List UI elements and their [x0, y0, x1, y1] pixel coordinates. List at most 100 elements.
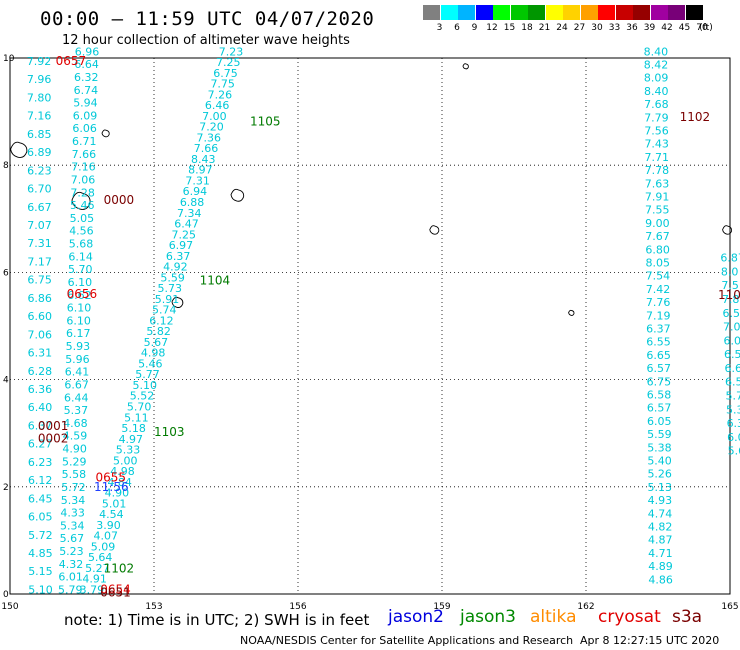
lat-tick-label: 4 [3, 376, 9, 386]
swh-value-west-b: 6.09 [73, 109, 98, 122]
swh-value-west-b: 6.74 [74, 84, 99, 97]
swh-value-east-edge: 6.32 [727, 417, 740, 430]
swh-value-east: 4.93 [648, 494, 673, 507]
swh-value-east: 8.40 [644, 85, 669, 98]
swh-value-west-b: 6.01 [58, 571, 83, 584]
legend-label: 9 [471, 23, 478, 33]
satellite-jason3: jason3 [460, 607, 516, 627]
swh-value-mid: 5.77 [135, 368, 160, 381]
swh-value-mid: 7.36 [197, 131, 222, 144]
swh-value-mid: 6.75 [213, 67, 238, 80]
legend-label: 18 [521, 23, 533, 33]
map-frame [9, 57, 731, 595]
legend-label: 24 [556, 23, 568, 33]
legend-label: 70 [696, 23, 708, 33]
swh-value-west-a: 6.45 [28, 492, 52, 505]
swh-value-mid: 5.33 [116, 444, 140, 457]
altimeter-map: 150 153 156 159 162 165 0 2 4 6 8 10 7.92 7.96 7.80 7.1… [1, 45, 740, 610]
swh-value-east: 6.58 [647, 388, 672, 401]
swh-value-west-a: 6.40 [28, 401, 52, 414]
swh-value-west-a: 7.31 [27, 237, 52, 250]
swh-value-east: 6.80 [645, 243, 670, 256]
island-outline [71, 191, 91, 210]
swh-value-east: 5.40 [647, 454, 672, 467]
swh-value-mid: 7.20 [199, 121, 224, 134]
swh-value-mid: 4.07 [94, 530, 119, 543]
swh-value-west-a: 6.12 [28, 474, 53, 487]
legend-label: 12 [486, 23, 498, 33]
lon-tick-label: 156 [289, 602, 306, 610]
swh-value-west-b: 6.32 [74, 71, 99, 84]
lat-tick-label: 2 [3, 483, 9, 493]
swh-value-east: 7.56 [644, 125, 669, 138]
swh-value-east-edge: 7.00 [723, 321, 740, 334]
swh-value-west-b: 4.32 [59, 558, 84, 571]
swh-value-mid: 7.00 [202, 110, 227, 123]
swh-value-mid: 4.92 [163, 261, 188, 274]
lat-tick-label: 0 [3, 590, 9, 600]
legend-swatch [650, 5, 668, 20]
swh-value-west-b: 5.46 [70, 199, 95, 212]
satellite-altika: altika [530, 607, 577, 627]
swh-value-west-b: 6.44 [64, 391, 89, 404]
pass-time-label: 0656 [67, 287, 98, 301]
swh-value-west-a: 7.80 [27, 91, 52, 104]
swh-value-mid: 7.23 [219, 45, 244, 58]
swh-value-mid: 5.09 [91, 540, 116, 553]
swh-value-west-a: 6.86 [27, 292, 52, 305]
swh-value-mid: 5.52 [130, 390, 155, 403]
swh-value-east: 7.19 [646, 309, 671, 322]
legend-label: 33 [608, 23, 621, 33]
legend-swatch [563, 5, 580, 20]
swh-value-west-b: 7.66 [72, 148, 97, 161]
swh-value-mid: 5.59 [160, 271, 185, 284]
swh-value-mid: 4.98 [110, 465, 135, 478]
swh-value-mid: 5.10 [132, 379, 157, 392]
swh-value-east: 4.71 [648, 547, 673, 560]
swh-value-mid: 4.90 [105, 487, 130, 500]
legend-swatch [440, 5, 458, 20]
pass-time-label: 11:56 [94, 480, 129, 494]
swh-value-mid: 5.46 [138, 357, 163, 370]
island-outline [171, 296, 184, 308]
pass-time-label: 1103 [154, 425, 185, 439]
swh-value-east: 6.57 [647, 402, 672, 415]
swh-value-west-a: 6.89 [27, 146, 52, 159]
legend-swatch [458, 5, 475, 20]
swh-value-east: 5.59 [647, 428, 672, 441]
legend-swatch [580, 5, 598, 20]
swh-value-west-b: 6.64 [74, 58, 99, 71]
lon-tick-label: 150 [1, 602, 18, 610]
swh-value-west-b: 7.28 [70, 186, 95, 199]
legend-swatch [615, 5, 633, 20]
pass-time-label: 0001 [38, 419, 69, 433]
swh-value-west-a: 6.37 [28, 419, 53, 432]
swh-value-west-b: 6.10 [67, 302, 92, 315]
swh-value-mid: 5.27 [85, 562, 110, 575]
swh-value-east: 4.86 [648, 573, 673, 586]
swh-value-mid: 5.82 [146, 325, 171, 338]
swh-value-east: 6.05 [647, 415, 672, 428]
swh-value-mid: 7.31 [185, 174, 210, 187]
swh-value-west-b: 4.90 [62, 443, 87, 456]
swh-value-mid: 7.66 [194, 142, 219, 155]
swh-value-west-a: 7.16 [27, 110, 52, 123]
swh-value-west-b: 5.68 [69, 238, 94, 251]
legend-swatch [493, 5, 510, 20]
swh-value-west-a: 7.17 [27, 255, 52, 268]
swh-value-mid: 7.25 [216, 56, 241, 69]
swh-value-west-a: 7.96 [27, 73, 52, 86]
legend-label: 30 [591, 23, 603, 33]
swh-value-east: 7.67 [645, 230, 670, 243]
island-outline [462, 63, 469, 70]
swh-value-east-edge: 6.58 [722, 307, 740, 320]
credit-line: NOAA/NESDIS Center for Satellite Applica… [240, 634, 574, 647]
swh-value-east: 5.38 [647, 441, 672, 454]
swh-value-east-edge: 8.0 [721, 265, 739, 278]
swh-value-west-b: 5.37 [64, 404, 89, 417]
swh-value-west-b: 6.10 [68, 276, 93, 289]
swh-value-mid: 7.75 [210, 78, 235, 91]
swh-value-west-a: 6.23 [28, 456, 53, 469]
swh-value-mid: 6.47 [174, 218, 199, 231]
swh-value-mid: 3.90 [96, 519, 121, 532]
